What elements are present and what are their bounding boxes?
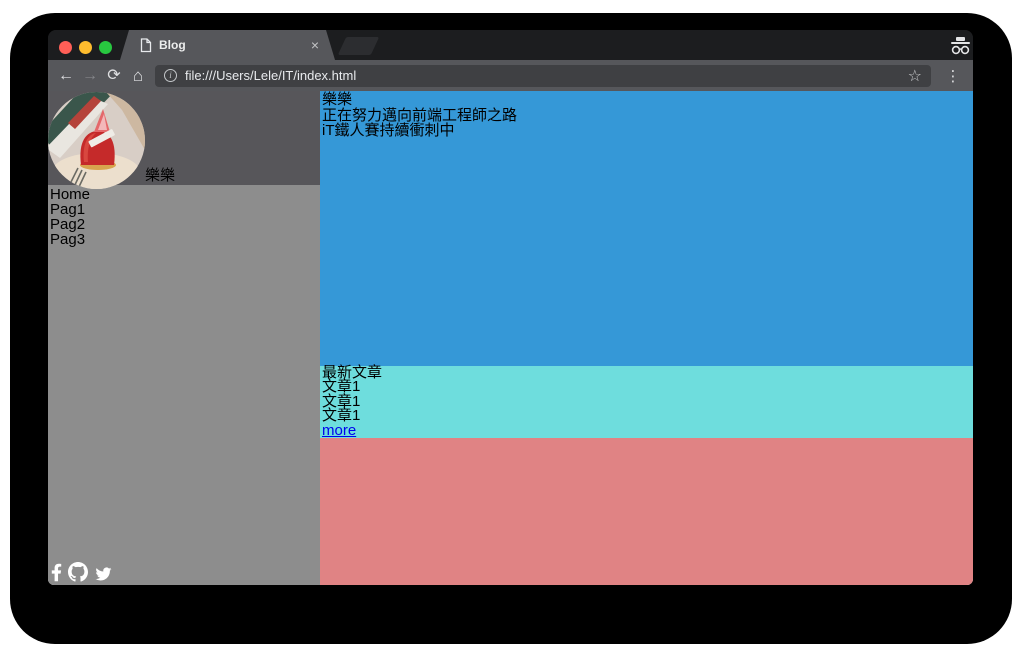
traffic-lights [59, 41, 112, 54]
browser-window: Blog × ← → ⟳ ⌂ i file:///Users/Lele/IT/i… [48, 30, 973, 585]
tab-title: Blog [159, 38, 186, 52]
page-favicon-icon [140, 38, 152, 53]
page-content: 樂樂 Home Pag1 Pag2 Pag3 [48, 91, 973, 585]
social-links [51, 562, 113, 582]
back-button[interactable]: ← [58, 66, 74, 84]
tab-close-icon[interactable]: × [310, 37, 319, 53]
more-link[interactable]: more [322, 421, 357, 439]
hero-line2: iT鐵人賽持續衝刺中 [322, 122, 455, 139]
article-item: 文章1 [322, 392, 361, 410]
sidebar-header: 樂樂 [48, 91, 320, 189]
nav-item-pag2[interactable]: Pag2 [50, 216, 86, 233]
nav-item-home[interactable]: Home [50, 186, 91, 203]
hero-line1: 正在努力邁向前端工程師之路 [322, 106, 518, 124]
home-button[interactable]: ⌂ [132, 65, 144, 85]
address-bar[interactable]: i file:///Users/Lele/IT/index.html ☆ [155, 64, 931, 87]
github-icon[interactable] [68, 562, 88, 582]
profile-avatar [48, 92, 145, 189]
forward-button[interactable]: → [82, 66, 98, 84]
browser-tab[interactable]: Blog × [120, 30, 335, 60]
bookmark-star-icon[interactable]: ☆ [907, 67, 922, 85]
browser-menu-icon[interactable]: ⋮ [945, 67, 961, 85]
article-item: 文章1 [322, 378, 361, 396]
browser-toolbar: ← → ⟳ ⌂ i file:///Users/Lele/IT/index.ht… [48, 60, 973, 91]
nav-item-pag3[interactable]: Pag3 [50, 231, 86, 248]
maximize-window-button[interactable] [99, 41, 112, 54]
twitter-icon[interactable] [94, 566, 113, 582]
minimize-window-button[interactable] [79, 41, 92, 54]
latest-articles-section: 最新文章 文章1 文章1 文章1 more [320, 364, 973, 439]
hero-title: 樂樂 [322, 91, 353, 108]
footer-section [320, 438, 973, 585]
reload-button[interactable]: ⟳ [107, 66, 121, 84]
tab-bar: Blog × [48, 30, 973, 60]
close-window-button[interactable] [59, 41, 72, 54]
sidebar: 樂樂 Home Pag1 Pag2 Pag3 [48, 91, 320, 585]
new-tab-button[interactable] [337, 37, 380, 55]
nav-item-pag1[interactable]: Pag1 [50, 201, 86, 218]
sidebar-nav: Home Pag1 Pag2 Pag3 [48, 185, 320, 247]
incognito-icon [951, 37, 970, 55]
facebook-icon[interactable] [51, 563, 62, 582]
profile-name: 樂樂 [145, 167, 176, 184]
article-item: 文章1 [322, 407, 361, 425]
articles-heading: 最新文章 [322, 364, 383, 381]
hero-section: 樂樂 正在努力邁向前端工程師之路 iT鐵人賽持續衝刺中 [320, 91, 973, 366]
url-text[interactable]: file:///Users/Lele/IT/index.html [185, 68, 357, 83]
page-info-icon[interactable]: i [164, 69, 177, 82]
main-content: 樂樂 正在努力邁向前端工程師之路 iT鐵人賽持續衝刺中 最新文章 文章1 文章1… [320, 91, 973, 585]
